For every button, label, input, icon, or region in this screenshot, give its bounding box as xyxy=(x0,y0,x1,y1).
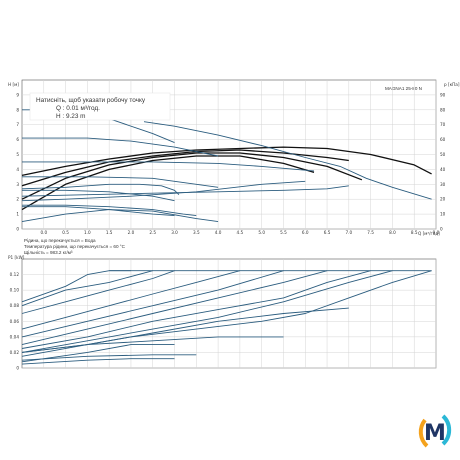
x-tick-label: 2.0 xyxy=(128,230,135,235)
x-tick-label: 8.5 xyxy=(411,230,418,235)
y-tick-label: 0 xyxy=(16,227,19,232)
pump-curve-6 xyxy=(21,270,175,314)
y-tick-label: 9 xyxy=(16,92,19,97)
pump-curve-11 xyxy=(21,336,284,353)
x-tick-label: 7.0 xyxy=(346,230,353,235)
y2-tick-label: 30 xyxy=(440,182,446,187)
pump-curve-5 xyxy=(143,121,432,200)
pump-curve-7 xyxy=(22,161,315,172)
pump-curve-7 xyxy=(21,270,153,307)
y-axis-label-head: H [м] xyxy=(8,82,19,87)
y-axis-label-pressure: p [кПа] xyxy=(444,82,460,87)
pump-curve-12 xyxy=(21,185,349,197)
pump-curve-4 xyxy=(21,270,284,338)
y-tick-label: 0.12 xyxy=(10,272,20,277)
x-tick-label: 0.0 xyxy=(40,230,47,235)
pump-curve-3 xyxy=(21,270,328,346)
x-tick-label: 1.0 xyxy=(84,230,91,235)
power-flow-panel[interactable]: P1 [kW] 0 0.02 0.04 0.06 0.08 0.10 0.12 xyxy=(8,255,437,371)
operating-point-tooltip: Натисніть, щоб указати робочу точку Q : … xyxy=(29,92,171,121)
y-tick-label: 1 xyxy=(16,212,19,217)
x-tick-label: 0.5 xyxy=(62,230,69,235)
x-tick-label: 9.0 xyxy=(433,230,440,235)
pump-curve-2 xyxy=(21,270,371,349)
y-tick-label: 7 xyxy=(16,122,19,127)
pump-curve-10 xyxy=(21,307,349,357)
y2-tick-label: 60 xyxy=(440,137,446,142)
brand-logo: M xyxy=(418,414,452,448)
x-tick-label: 6.5 xyxy=(324,230,331,235)
tooltip-hint: Натисніть, щоб указати робочу точку xyxy=(36,96,146,104)
logo-letter: M xyxy=(424,421,446,446)
y2-tick-label: 0 xyxy=(440,227,443,232)
pump-curve-15 xyxy=(21,209,219,223)
x-tick-label: 4.5 xyxy=(237,230,244,235)
pump-curve-14 xyxy=(21,344,175,363)
y-tick-label: 0.04 xyxy=(10,334,20,339)
y2-tick-label: 50 xyxy=(440,152,446,157)
head-flow-panel[interactable]: MAGNA1 25-80 N H [м] p [кПа] Q [м³/год] … xyxy=(8,79,460,255)
y-tick-label: 0.08 xyxy=(10,303,20,308)
y2-tick-label: 90 xyxy=(440,92,446,97)
pump-curve-bold-3 xyxy=(21,155,315,211)
logo-arc-cyan xyxy=(441,414,452,446)
x-tick-label: 5.5 xyxy=(280,230,287,235)
curves-lower xyxy=(21,270,432,365)
x-axis-label-flow: Q [м³/год] xyxy=(418,231,440,236)
pump-curve-11 xyxy=(21,183,180,196)
pump-curve-8 xyxy=(22,176,219,188)
y2-tick-label: 40 xyxy=(440,167,446,172)
grid-lower xyxy=(21,258,437,369)
y-tick-label: 8 xyxy=(16,107,19,112)
pump-curve-1 xyxy=(21,270,393,353)
y-tick-label: 0.02 xyxy=(10,350,20,355)
fluid-notes: Рідина, що перекачується = Вода Температ… xyxy=(24,238,126,255)
y-tick-label: 3 xyxy=(16,182,19,187)
x-tick-label: 1.5 xyxy=(106,230,113,235)
y-tick-label: 0 xyxy=(16,366,19,371)
tooltip-flow: Q : 0.01 м³/год. xyxy=(56,105,100,112)
pump-curve-bold-2 xyxy=(21,152,363,200)
pump-curve-8 xyxy=(21,270,131,303)
note-fluid: Рідина, що перекачується = Вода xyxy=(24,238,96,243)
chart-title: MAGNA1 25-80 N xyxy=(385,86,422,91)
logo-arc-orange xyxy=(418,418,429,448)
pump-curve-bold-0 xyxy=(21,146,432,177)
pump-curve-10 xyxy=(22,204,197,217)
x-tick-label: 3.5 xyxy=(193,230,200,235)
pump-curve-6 xyxy=(22,137,219,157)
y-tick-label: 4 xyxy=(16,167,19,172)
pump-curve-5 xyxy=(21,270,241,330)
y-tick-label: 0.10 xyxy=(10,288,20,293)
y2-tick-label: 80 xyxy=(440,107,446,112)
tick-labels-lower: 0 0.02 0.04 0.06 0.08 0.10 0.12 xyxy=(10,272,20,370)
y2-tick-label: 70 xyxy=(440,122,446,127)
x-tick-label: 3.0 xyxy=(171,230,178,235)
x-tick-label: 8.0 xyxy=(389,230,396,235)
x-tick-label: 5.0 xyxy=(258,230,265,235)
curves-upper xyxy=(21,109,432,223)
x-tick-label: 4.0 xyxy=(215,230,222,235)
pump-curve-13 xyxy=(21,180,306,202)
note-temperature: Температура рідини, що перекачується = 6… xyxy=(24,244,126,249)
y2-tick-label: 10 xyxy=(440,212,446,217)
x-tick-label: 7.5 xyxy=(367,230,374,235)
y2-tick-label: 20 xyxy=(440,197,446,202)
y-tick-label: 2 xyxy=(16,197,19,202)
pump-curve-13 xyxy=(21,358,175,365)
tooltip-head: H : 9.23 m xyxy=(56,113,85,120)
y-axis-label-power: P1 [kW] xyxy=(8,255,25,260)
pump-curve-12 xyxy=(21,354,197,361)
y-tick-label: 5 xyxy=(16,152,19,157)
y-tick-label: 0.06 xyxy=(10,319,20,324)
tooltip-box xyxy=(29,92,171,121)
pump-curve-9 xyxy=(22,189,175,202)
x-tick-label: 6.0 xyxy=(302,230,309,235)
x-tick-label: 2.5 xyxy=(149,230,156,235)
note-density: Щільність = 983.2 кг/м³ xyxy=(24,250,73,255)
y-tick-label: 6 xyxy=(16,137,19,142)
pump-curve-0 xyxy=(21,270,432,353)
